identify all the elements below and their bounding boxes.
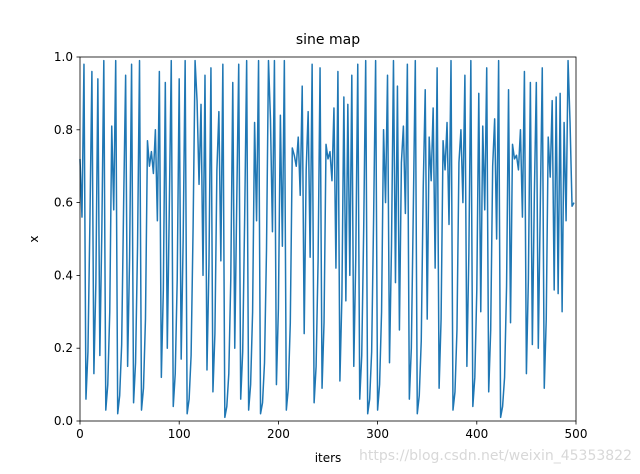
x-tick-label: 200 <box>267 427 290 441</box>
x-tick-label: 100 <box>168 427 191 441</box>
y-axis-label: x <box>27 235 41 242</box>
x-tick-label: 400 <box>465 427 488 441</box>
y-tick-label: 0.0 <box>54 414 73 428</box>
x-tick-label: 500 <box>565 427 588 441</box>
x-tick-label: 300 <box>366 427 389 441</box>
y-tick-label: 1.0 <box>54 50 73 64</box>
watermark: https://blog.csdn.net/weixin_45353822 <box>359 448 632 464</box>
x-tick-label: 0 <box>76 427 84 441</box>
y-tick-label: 0.8 <box>54 123 73 137</box>
x-axis-label: iters <box>315 451 342 465</box>
plot-frame <box>79 56 577 422</box>
y-tick-label: 0.4 <box>54 268 73 282</box>
y-tick-label: 0.6 <box>54 196 73 210</box>
y-tick-label: 0.2 <box>54 341 73 355</box>
chart-title: sine map <box>296 32 360 48</box>
data-line <box>79 59 575 419</box>
